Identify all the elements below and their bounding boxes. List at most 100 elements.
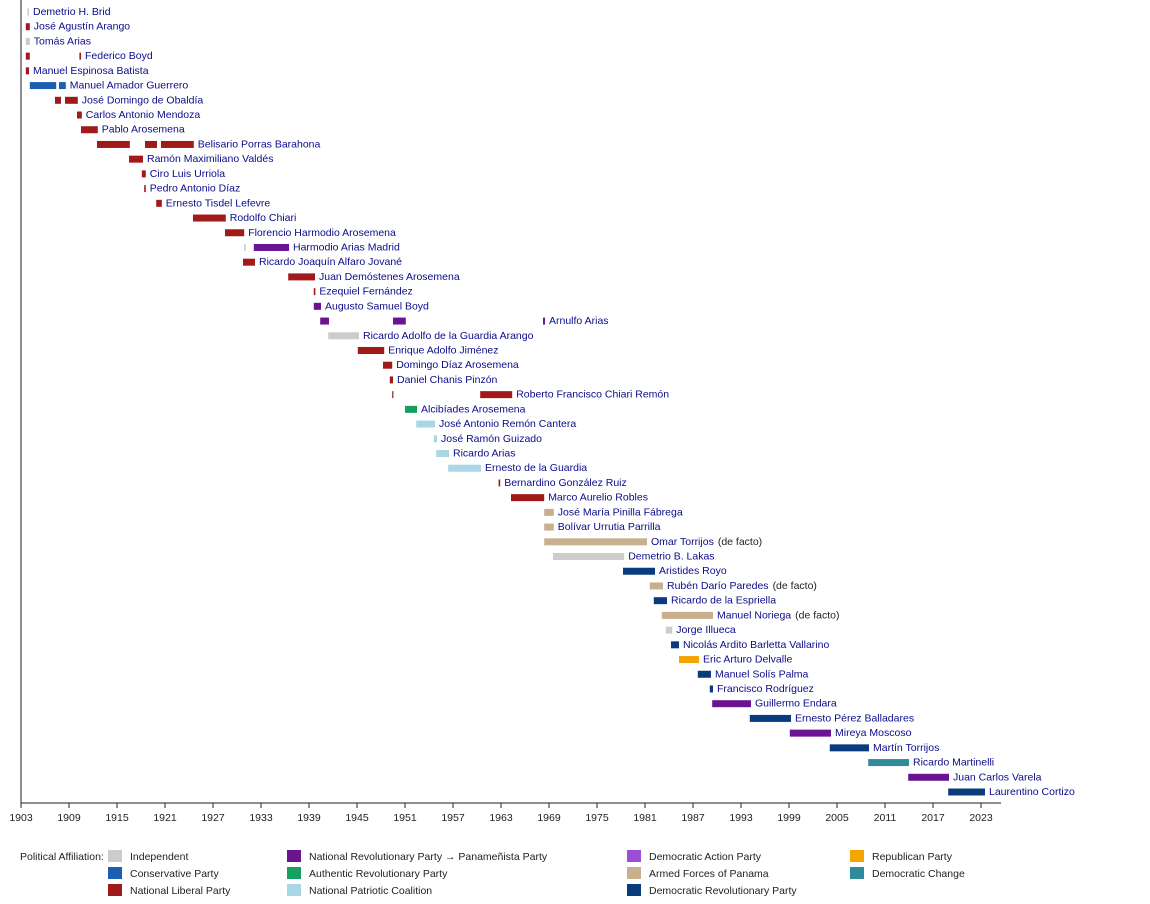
president-label: Domingo Díaz Arosemena: [396, 359, 519, 371]
term-bar: [544, 538, 647, 546]
president-name: Rodolfo Chiari: [230, 212, 297, 224]
term-bar: [908, 773, 949, 781]
term-bar: [97, 140, 130, 148]
president-label: Roberto Francisco Chiari Remón: [516, 388, 669, 400]
term-bar: [313, 302, 321, 310]
term-bar: [789, 729, 831, 737]
legend-label: Republican Party: [872, 851, 953, 863]
president-name: Marco Aurelio Robles: [548, 491, 648, 503]
term-bar: [25, 52, 30, 60]
president-name: Bolívar Urrutia Parrilla: [558, 521, 661, 533]
president-label: Francisco Rodríguez: [717, 683, 814, 695]
president-label: Belisario Porras Barahona: [198, 138, 321, 150]
term-bar: [383, 361, 393, 369]
president-label: Rubén Darío Paredes (de facto): [667, 580, 817, 592]
president-label: Mireya Moscoso: [835, 727, 912, 739]
president-name: Ricardo de la Espriella: [671, 594, 776, 606]
president-label: Ernesto Pérez Balladares: [795, 712, 914, 724]
president-name: Roberto Francisco Chiari Remón: [516, 388, 669, 400]
president-name: Augusto Samuel Boyd: [325, 300, 429, 312]
president-label: Martín Torrijos: [873, 742, 939, 754]
x-tick-label: 1909: [57, 812, 81, 824]
term-bar: [543, 317, 545, 325]
president-name: Ernesto de la Guardia: [485, 462, 587, 474]
term-bar: [544, 523, 554, 531]
legend-title: Political Affiliation:: [20, 851, 104, 863]
president-label: Ezequiel Fernández: [319, 285, 412, 297]
term-bar: [553, 553, 625, 561]
term-bar: [25, 23, 30, 31]
president-name: José Antonio Remón Cantera: [439, 418, 576, 430]
term-bar: [480, 391, 513, 399]
president-name: Ernesto Tisdel Lefevre: [166, 197, 271, 209]
legend-swatch: [287, 884, 301, 896]
president-name: José Ramón Guizado: [441, 433, 542, 445]
president-label: José Agustín Arango: [34, 20, 130, 32]
president-name: José Domingo de Obaldía: [82, 94, 204, 106]
x-tick-label: 1933: [249, 812, 273, 824]
president-label: Ernesto Tisdel Lefevre: [166, 197, 271, 209]
legend-label: Independent: [130, 851, 188, 863]
president-label: Florencio Harmodio Arosemena: [248, 227, 396, 239]
president-label: Pedro Antonio Díaz: [150, 182, 240, 194]
legend-label: Authentic Revolutionary Party: [309, 868, 448, 880]
president-name: Federico Boyd: [85, 50, 153, 62]
x-tick-label: 2005: [825, 812, 849, 824]
president-label: Juan Demóstenes Arosemena: [319, 271, 460, 283]
legend-label: Democratic Revolutionary Party: [649, 885, 797, 897]
president-label: Harmodio Arias Madrid: [293, 241, 400, 253]
legend-swatch: [287, 867, 301, 879]
term-bar: [665, 626, 673, 634]
president-label: Manuel Solís Palma: [715, 668, 809, 680]
term-bar: [623, 567, 655, 575]
president-name: Demetrio H. Brid: [33, 6, 111, 18]
term-bar: [79, 52, 81, 60]
x-tick-label: 1951: [393, 812, 417, 824]
president-name: Aristides Royo: [659, 565, 727, 577]
legend-label: Democratic Change: [872, 868, 965, 880]
legend-swatch: [108, 867, 122, 879]
president-name: Eric Arturo Delvalle: [703, 653, 792, 665]
president-name: José María Pinilla Fábrega: [558, 506, 683, 518]
president-name: Florencio Harmodio Arosemena: [248, 227, 396, 239]
president-name: Juan Demóstenes Arosemena: [319, 271, 460, 283]
president-label: José Ramón Guizado: [441, 433, 542, 445]
president-name: Ciro Luis Urriola: [150, 168, 225, 180]
president-label: Manuel Noriega (de facto): [717, 609, 840, 621]
x-tick-label: 1975: [585, 812, 609, 824]
president-label: Pablo Arosemena: [102, 124, 185, 136]
president-label: Tomás Arias: [34, 35, 91, 47]
president-label: Ciro Luis Urriola: [150, 168, 225, 180]
term-bar: [313, 288, 316, 296]
term-bar: [25, 67, 29, 75]
legend-label: National Patriotic Coalition: [309, 885, 432, 897]
legend-swatch: [627, 850, 641, 862]
president-name: José Agustín Arango: [34, 20, 130, 32]
x-tick-label: 1957: [441, 812, 465, 824]
president-name: Manuel Amador Guerrero: [70, 79, 189, 91]
president-label: Eric Arturo Delvalle: [703, 653, 792, 665]
president-name: Laurentino Cortizo: [989, 786, 1075, 798]
term-bar: [129, 155, 143, 163]
president-label: Daniel Chanis Pinzón: [397, 374, 498, 386]
term-bar: [193, 214, 226, 222]
president-name: Bernardino González Ruiz: [504, 477, 627, 489]
term-bar: [671, 641, 679, 649]
president-name: Carlos Antonio Mendoza: [86, 109, 201, 121]
president-label: Alcibíades Arosemena: [421, 403, 526, 415]
term-bar: [661, 611, 713, 619]
term-bar: [59, 82, 66, 90]
x-tick-label: 1981: [633, 812, 657, 824]
term-bar: [288, 273, 315, 281]
president-name: Rubén Darío Paredes: [667, 580, 769, 592]
term-bar: [679, 656, 699, 664]
term-bar: [389, 376, 393, 384]
president-label: Demetrio B. Lakas: [628, 550, 714, 562]
legend-swatch: [108, 884, 122, 896]
president-label: Enrique Adolfo Jiménez: [388, 344, 498, 356]
president-label: Ernesto de la Guardia: [485, 462, 587, 474]
term-bar: [77, 111, 82, 119]
legend-swatch: [627, 867, 641, 879]
president-name: Martín Torrijos: [873, 742, 939, 754]
